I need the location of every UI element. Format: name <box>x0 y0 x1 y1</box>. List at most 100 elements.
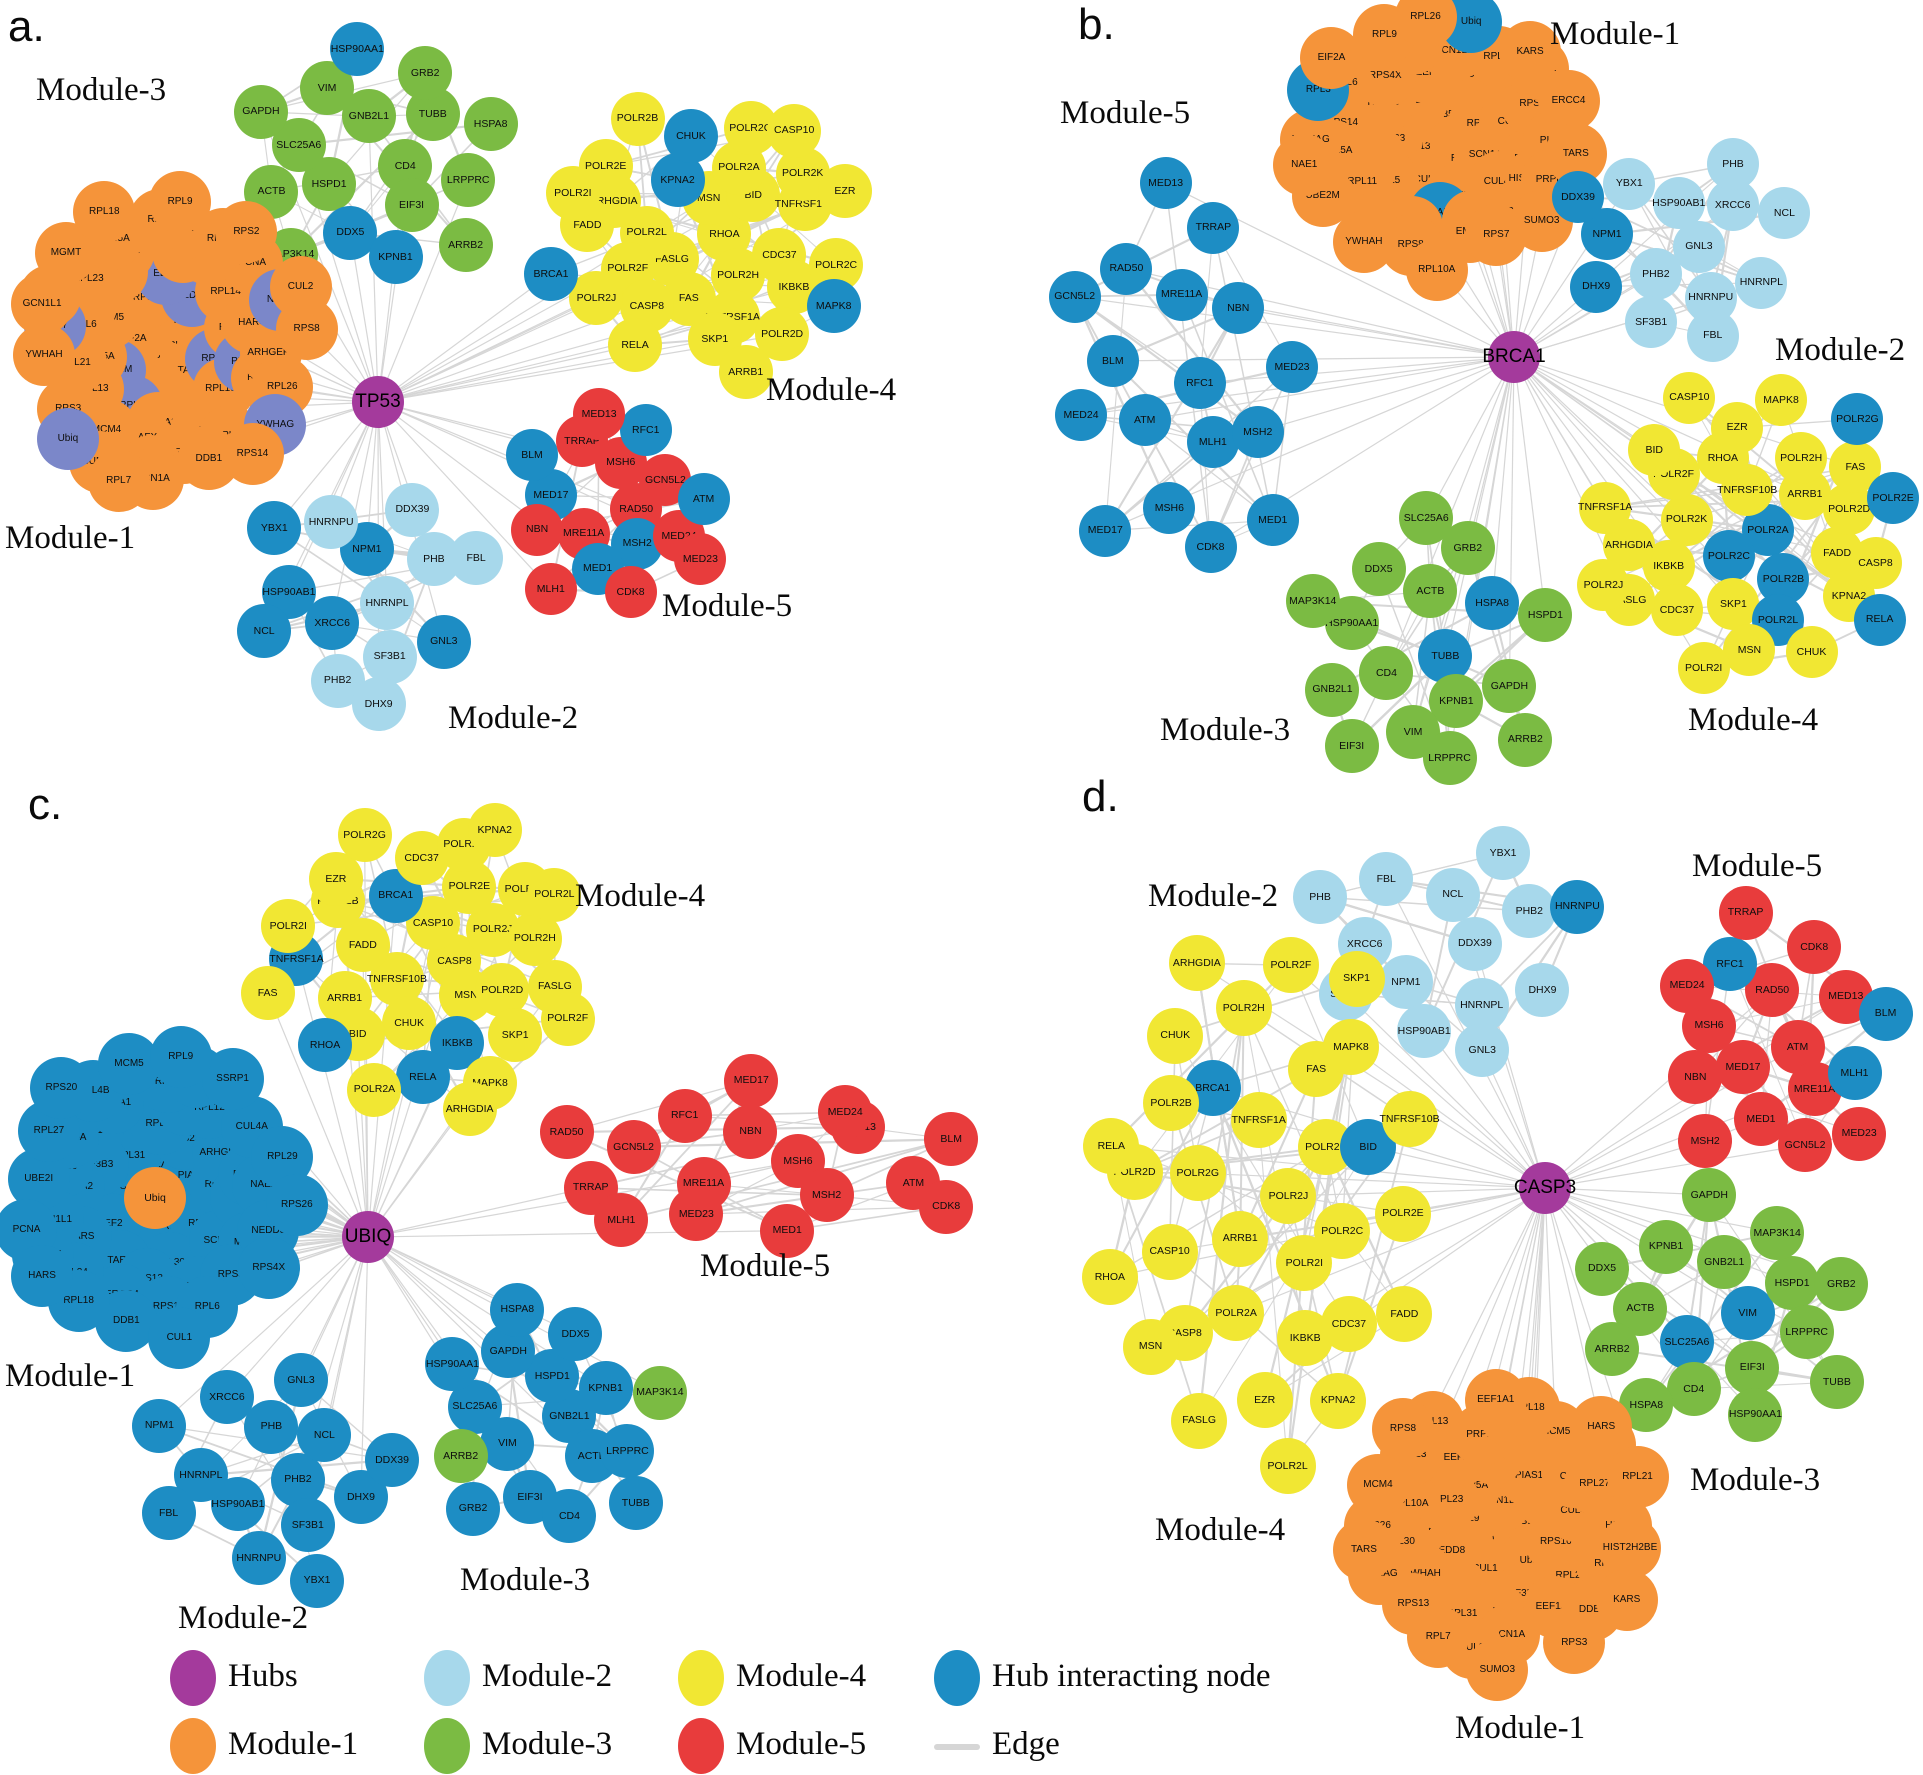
node-sf3b1: SF3B1 <box>362 629 417 684</box>
node-trrap: TRRAP <box>1187 201 1240 254</box>
edge <box>1180 294 1274 521</box>
node-ncl: NCL <box>297 1407 352 1462</box>
node-slc25a6: SLC25A6 <box>1659 1315 1714 1370</box>
node-gapdh: GAPDH <box>233 84 288 139</box>
node-ddx39: DDX39 <box>385 482 440 537</box>
edge <box>1611 1348 1838 1383</box>
edge <box>159 1236 369 1426</box>
node-msh2: MSH2 <box>1231 405 1284 458</box>
node-blm: BLM <box>1858 986 1913 1041</box>
node-ubiq: Ubiq <box>36 407 99 470</box>
node-tnfrsf1a: TNFRSF1A <box>1578 481 1632 534</box>
node-ncl: NCL <box>237 604 292 659</box>
node-cul2: CUL2 <box>269 255 332 318</box>
node-cdk8: CDK8 <box>919 1179 974 1234</box>
node-arhgdia: ARHGDIA <box>1168 935 1225 992</box>
node-ywhah: YWHAH <box>1332 211 1395 274</box>
legend-swatch-module-1 <box>170 1718 216 1774</box>
edge <box>1729 963 1806 1146</box>
node-ncl: NCL <box>1425 867 1480 922</box>
node-med1: MED1 <box>1733 1091 1788 1146</box>
edge <box>1235 1146 1327 1314</box>
node-rhoa: RHOA <box>1081 1249 1138 1306</box>
node-msh6: MSH6 <box>1143 481 1196 534</box>
legend-swatch-hubs <box>170 1650 216 1706</box>
module-label-a-module-2: Module-2 <box>448 700 579 736</box>
node-tubb: TUBB <box>1809 1355 1864 1409</box>
node-vim: VIM <box>1720 1286 1775 1341</box>
edge <box>323 1236 369 1436</box>
node-hspa8: HSPA8 <box>490 1282 545 1337</box>
node-mapk8: MAPK8 <box>806 278 861 333</box>
node-eif3i: EIF3I <box>1324 719 1379 774</box>
edge <box>1319 896 1530 912</box>
node-polr2e: POLR2E <box>1867 471 1920 524</box>
module-label-d-module-3: Module-3 <box>1690 1462 1821 1498</box>
edge <box>349 232 379 403</box>
edge <box>377 194 754 403</box>
node-hsp90aa1: HSP90AA1 <box>1728 1387 1783 1442</box>
node-hnrnpl: HNRNPL <box>1454 978 1509 1032</box>
node-phb2: PHB2 <box>1629 248 1682 301</box>
node-med13: MED13 <box>573 388 626 441</box>
node-med23: MED23 <box>1832 1106 1887 1161</box>
node-rpl7: RPL7 <box>1407 1606 1470 1669</box>
node-actb: ACTB <box>1613 1281 1668 1336</box>
node-ddx5: DDX5 <box>1351 542 1406 597</box>
node-map3k14: MAP3K14 <box>632 1365 687 1420</box>
edge <box>367 1230 788 1238</box>
node-kpnb1: KPNB1 <box>578 1360 633 1415</box>
panel-letter-a: a. <box>8 2 45 51</box>
edge <box>1199 356 1515 384</box>
edge <box>1212 227 1274 521</box>
edge <box>298 122 491 146</box>
node-rps3: RPS3 <box>1543 1612 1606 1675</box>
node-ddx5: DDX5 <box>323 205 378 260</box>
node-rad50: RAD50 <box>539 1105 594 1160</box>
node-gnl3: GNL3 <box>273 1353 328 1408</box>
module-label-c-module-5: Module-5 <box>700 1248 831 1284</box>
hub-node-brca1: BRCA1 <box>1482 331 1546 383</box>
node-polr2g: POLR2G <box>1169 1145 1226 1202</box>
edge <box>620 1079 752 1221</box>
module-label-d-module-1: Module-1 <box>1455 1710 1586 1746</box>
node-npm1: NPM1 <box>1378 955 1433 1010</box>
node-rpl7: RPL7 <box>87 450 150 513</box>
edge <box>1144 356 1515 421</box>
node-phb: PHB <box>1707 138 1760 191</box>
module-label-b-module-3: Module-3 <box>1160 712 1291 748</box>
node-gnl3: GNL3 <box>1672 220 1725 273</box>
node-polr2k: POLR2K <box>1660 493 1713 546</box>
node-fbl: FBL <box>449 531 504 586</box>
legend-label-module-5: Module-5 <box>736 1726 867 1762</box>
node-ubiq: Ubiq <box>124 1167 186 1229</box>
node-gcn5l2: GCN5L2 <box>1778 1117 1833 1172</box>
node-map3k14: MAP3K14 <box>1285 574 1340 629</box>
hub-node-tp53: TP53 <box>352 376 404 428</box>
node-rpl9: RPL9 <box>149 170 212 233</box>
node-slc25a6: SLC25A6 <box>447 1379 502 1434</box>
edge <box>1073 296 1171 509</box>
node-polr2c: POLR2C <box>1702 529 1755 582</box>
node-ybx1: YBX1 <box>247 500 302 555</box>
node-sf3b1: SF3B1 <box>280 1498 335 1553</box>
node-cdc37: CDC37 <box>1650 584 1703 637</box>
node-slc25a6: SLC25A6 <box>1399 491 1454 546</box>
node-gcn5l2: GCN5L2 <box>1048 270 1101 323</box>
node-rfc1: RFC1 <box>619 403 672 456</box>
hub-node-casp3: CASP3 <box>1514 1162 1576 1214</box>
node-polr2l: POLR2L <box>527 867 582 922</box>
node-kpna2: KPNA2 <box>467 803 522 858</box>
node-polr2i: POLR2I <box>545 165 600 220</box>
panel-letter-b: b. <box>1078 0 1115 49</box>
edge <box>159 1424 362 1499</box>
node-cdc37: CDC37 <box>1320 1296 1377 1353</box>
node-arrb2: ARRB2 <box>433 1428 488 1483</box>
node-brca1: BRCA1 <box>523 246 578 301</box>
node-med23: MED23 <box>1266 341 1319 394</box>
node-phb2: PHB2 <box>270 1452 325 1507</box>
edge <box>377 401 388 604</box>
node-med17: MED17 <box>1716 1040 1770 1095</box>
node-ncl: NCL <box>1758 187 1811 240</box>
